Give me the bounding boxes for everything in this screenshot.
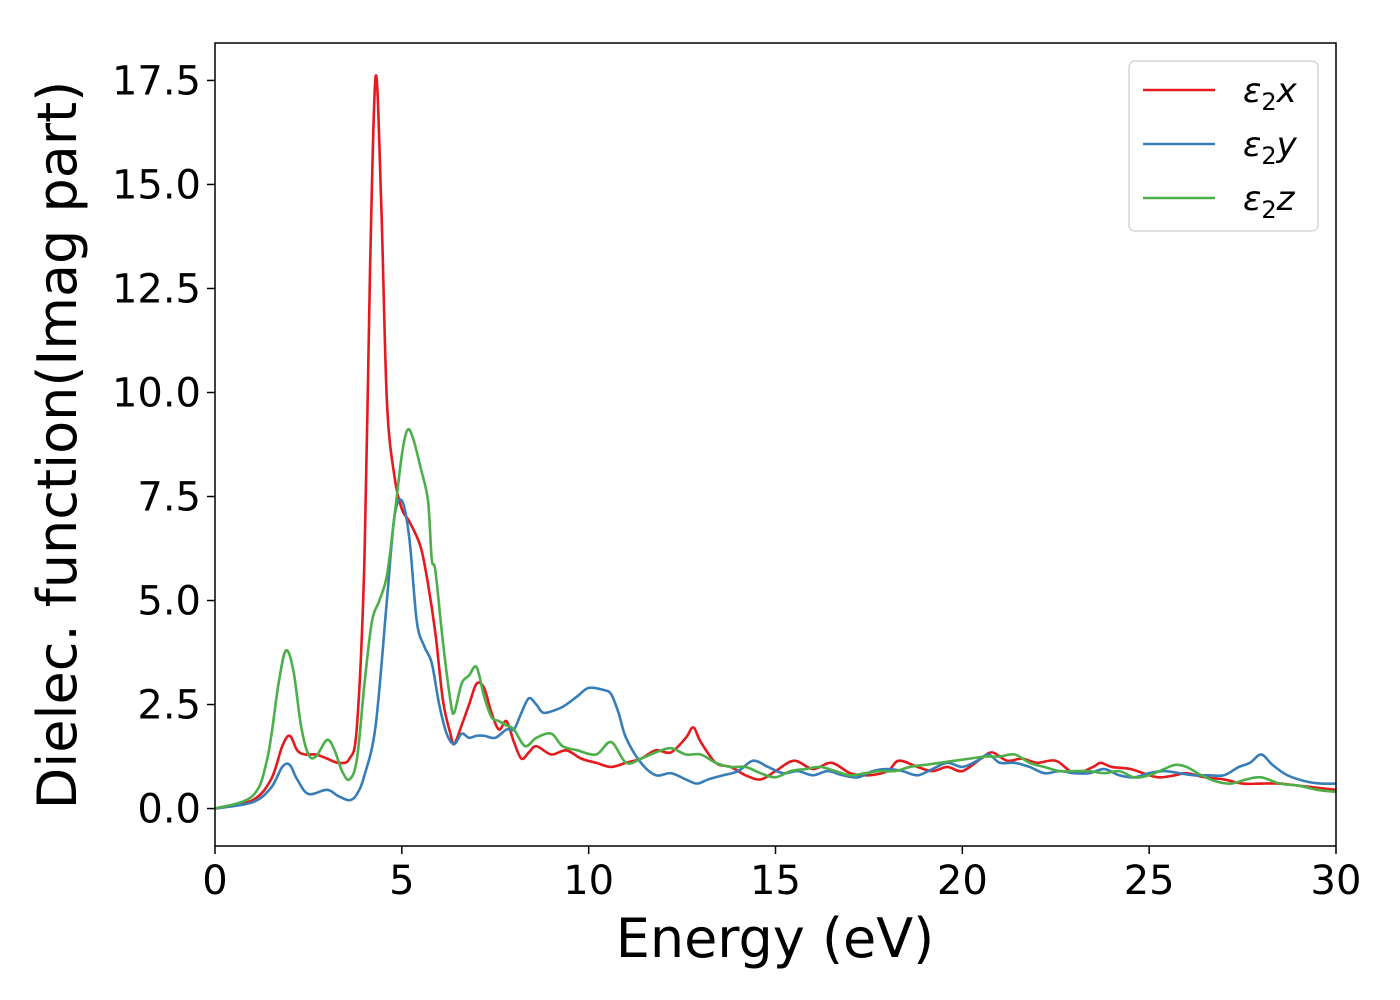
y-axis-title: Dielec. function(Imag part) (26, 81, 89, 810)
legend-label-main: ε (1243, 179, 1261, 219)
y-tick-label: 0.0 (137, 787, 201, 833)
legend-label: ε2x (1243, 71, 1298, 116)
legend-label-sub: 2 (1261, 88, 1276, 116)
legend-label: ε2z (1243, 179, 1296, 224)
series-layer (215, 74, 1336, 810)
x-tick-label: 30 (1311, 858, 1362, 904)
legend-label-suffix: x (1276, 71, 1298, 111)
y-tick-label: 2.5 (137, 683, 201, 729)
y-tick-label: 10.0 (112, 370, 201, 416)
legend-label-suffix: z (1276, 179, 1296, 219)
y-tick-label: 15.0 (112, 162, 201, 208)
x-axis-title: Energy (eV) (616, 907, 935, 970)
x-tick-label: 0 (202, 858, 227, 904)
legend-label: ε2y (1243, 125, 1298, 170)
series-line-z (215, 427, 1336, 810)
legend-box (1128, 60, 1319, 232)
y-axis: 0.0 2.5 5.0 7.5 10.0 12.5 15.0 17.5 (112, 58, 215, 833)
legend-label-suffix: y (1276, 125, 1298, 165)
x-tick-label: 5 (389, 858, 414, 904)
series-line-y (215, 498, 1336, 810)
x-tick-label: 10 (563, 858, 614, 904)
y-tick-label: 5.0 (137, 579, 201, 625)
y-tick-label: 12.5 (112, 266, 201, 312)
legend-label-main: ε (1243, 71, 1261, 111)
legend-label-sub: 2 (1261, 142, 1276, 170)
legend-label-sub: 2 (1261, 196, 1276, 224)
x-tick-label: 15 (750, 858, 801, 904)
legend-label-main: ε (1243, 125, 1261, 165)
x-tick-label: 20 (937, 858, 988, 904)
series-line-x (215, 74, 1336, 810)
x-tick-label: 25 (1124, 858, 1175, 904)
y-tick-label: 7.5 (137, 475, 201, 521)
x-axis: 0 5 10 15 20 25 30 (202, 846, 1361, 904)
y-tick-label: 17.5 (112, 58, 201, 104)
